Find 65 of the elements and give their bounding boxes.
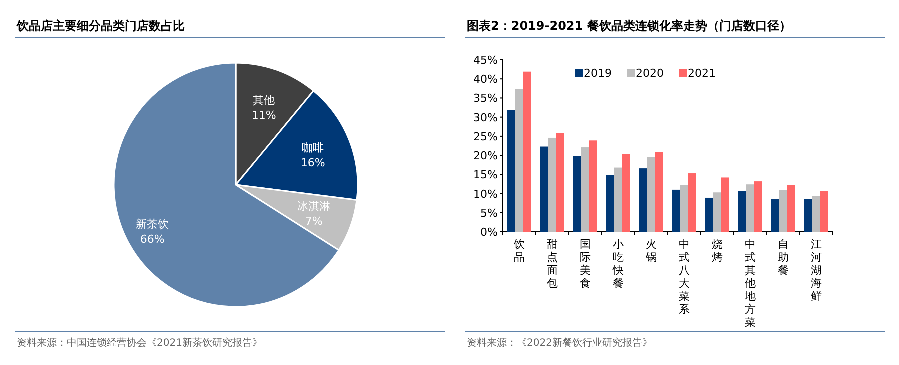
bar (574, 156, 582, 232)
y-tick-label: 15% (474, 168, 498, 182)
y-tick-label: 30% (474, 111, 498, 124)
bar (590, 140, 598, 232)
bar (680, 185, 688, 232)
bar (648, 157, 656, 232)
chart-title: 图表2：2019-2021 餐饮品类连锁化率走势（门店数口径） (467, 19, 792, 33)
bar (722, 178, 730, 232)
bar (582, 148, 590, 232)
x-tick-label: 中式八大菜系 (679, 238, 690, 316)
x-tick-label: 自助餐 (778, 238, 789, 277)
bar (754, 182, 762, 232)
bar (706, 198, 714, 232)
slice-label: 咖啡 (302, 141, 324, 154)
y-tick-label: 5% (480, 206, 498, 220)
x-tick-label: 江河湖海鲜 (811, 238, 822, 303)
x-tick-label: 饮品 (513, 238, 525, 264)
bar (540, 146, 548, 232)
y-tick-label: 40% (474, 73, 498, 86)
bar (772, 200, 780, 232)
data-label: 7% (305, 215, 323, 228)
text: 资料来源：中国连锁经营协会《2021新茶饮研究报告》 (17, 337, 262, 349)
bar (788, 185, 796, 232)
chart-title: 饮品店主要细分品类门店数占比 (16, 19, 185, 33)
y-tick-label: 25% (474, 130, 498, 144)
bar (524, 72, 532, 232)
y-tick-label: 10% (474, 188, 498, 201)
data-label: 16% (300, 156, 326, 170)
x-tick-label: 国际美食 (580, 238, 591, 290)
bar (672, 190, 680, 232)
slice-label: 其他 (253, 94, 276, 107)
bar (812, 196, 820, 232)
bar (738, 191, 746, 232)
y-tick-label: 35% (474, 92, 498, 106)
bar (556, 133, 564, 232)
bar (622, 154, 630, 232)
data-label: 66% (140, 232, 165, 246)
data-label: 11% (252, 108, 276, 122)
x-tick-label: 烧烤 (712, 238, 723, 264)
bar (746, 184, 754, 232)
y-tick-label: 0% (480, 226, 498, 239)
bar (780, 190, 788, 232)
x-tick-label: 火锅 (645, 238, 657, 264)
legend-label: 2019 (584, 67, 612, 80)
bar (548, 138, 556, 232)
bar (606, 175, 614, 232)
text: 资料来源：《2022新餐饮行业研究报告》 (467, 337, 652, 349)
bar (516, 89, 524, 232)
bar (714, 192, 722, 232)
x-tick-label: 小吃快餐 (612, 238, 624, 290)
bar (688, 174, 696, 232)
slice-label: 冰淇淋 (298, 200, 331, 214)
x-tick-label: 中式其他地方菜 (744, 238, 756, 329)
x-tick-label: 甜点面包 (547, 238, 558, 290)
bar (656, 152, 664, 232)
bar (640, 168, 648, 232)
legend-label: 2021 (688, 67, 716, 80)
y-tick-label: 45% (474, 54, 498, 67)
bar (804, 199, 812, 232)
bar (614, 168, 622, 232)
bar (508, 110, 516, 232)
bar (820, 191, 828, 232)
slice-label: 新茶饮 (136, 218, 170, 231)
y-tick-label: 20% (474, 150, 498, 163)
legend-label: 2020 (636, 67, 664, 80)
